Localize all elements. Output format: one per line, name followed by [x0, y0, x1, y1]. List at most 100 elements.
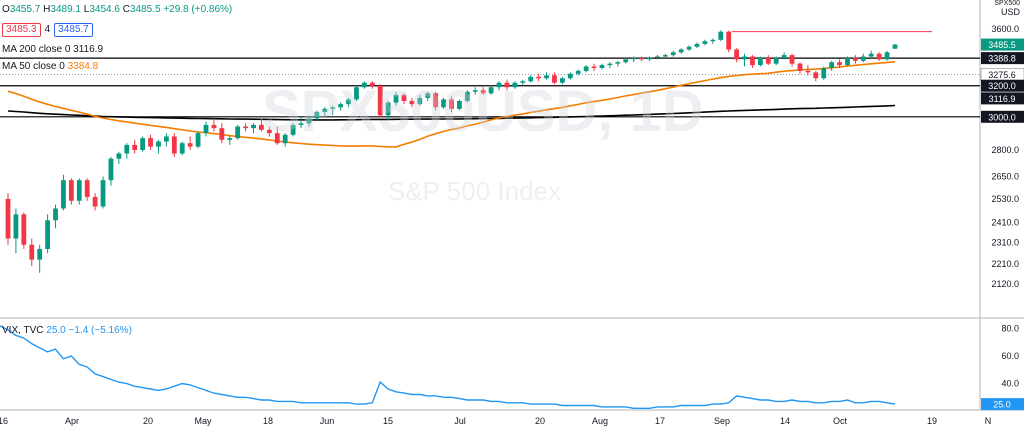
candle[interactable]	[29, 238, 35, 267]
candle[interactable]	[187, 136, 193, 151]
candle[interactable]	[615, 60, 621, 67]
candle[interactable]	[623, 57, 629, 64]
candle[interactable]	[314, 110, 320, 121]
candle[interactable]	[211, 118, 217, 132]
candle[interactable]	[441, 97, 446, 109]
candle[interactable]	[884, 50, 890, 61]
candle[interactable]	[243, 123, 248, 132]
candle[interactable]	[385, 101, 391, 121]
candle[interactable]	[377, 84, 383, 117]
candle[interactable]	[694, 42, 700, 49]
candle[interactable]	[528, 75, 534, 83]
candle[interactable]	[132, 139, 138, 154]
candle[interactable]	[140, 136, 146, 152]
candle[interactable]	[37, 244, 43, 273]
candle[interactable]	[393, 91, 399, 106]
candle[interactable]	[512, 81, 518, 89]
candle[interactable]	[235, 124, 241, 140]
candle[interactable]	[5, 193, 11, 245]
candle[interactable]	[433, 91, 439, 111]
candle[interactable]	[599, 63, 605, 70]
candle[interactable]	[464, 90, 470, 103]
candle[interactable]	[148, 134, 153, 151]
candle[interactable]	[108, 156, 114, 186]
candle[interactable]	[805, 65, 811, 76]
candle[interactable]	[76, 178, 82, 205]
candle[interactable]	[639, 56, 644, 61]
candle[interactable]	[266, 126, 272, 137]
candle[interactable]	[306, 116, 312, 127]
candle[interactable]	[68, 178, 74, 205]
candle[interactable]	[449, 96, 454, 113]
candle[interactable]	[845, 56, 850, 67]
candle[interactable]	[670, 50, 676, 57]
candle[interactable]	[702, 39, 708, 46]
candle[interactable]	[662, 53, 668, 58]
ma50-line[interactable]	[7, 60, 896, 148]
candle[interactable]	[425, 91, 431, 102]
candle[interactable]	[369, 81, 375, 89]
candle[interactable]	[496, 81, 502, 91]
candle[interactable]	[409, 97, 415, 108]
candle[interactable]	[781, 52, 787, 60]
candle[interactable]	[346, 97, 351, 108]
candle[interactable]	[536, 73, 542, 82]
candle[interactable]	[13, 208, 19, 254]
candle[interactable]	[853, 55, 858, 64]
candle[interactable]	[472, 87, 478, 95]
candle[interactable]	[330, 105, 336, 116]
candle[interactable]	[338, 102, 344, 111]
candle[interactable]	[607, 62, 613, 68]
candle[interactable]	[718, 30, 724, 42]
candle[interactable]	[829, 60, 835, 71]
candle[interactable]	[559, 76, 565, 85]
candle[interactable]	[583, 65, 589, 73]
candle[interactable]	[457, 99, 462, 111]
ma200-legend[interactable]: MA 200 close 0 3116.9	[2, 44, 103, 55]
candle[interactable]	[544, 72, 549, 80]
candle[interactable]	[552, 72, 557, 85]
candle[interactable]	[742, 53, 747, 67]
candle[interactable]	[575, 69, 581, 76]
candle[interactable]	[417, 94, 423, 106]
candle[interactable]	[488, 85, 494, 95]
candle[interactable]	[860, 53, 866, 63]
candle[interactable]	[171, 133, 177, 157]
candle[interactable]	[61, 174, 66, 211]
candle[interactable]	[45, 214, 50, 254]
candle[interactable]	[251, 123, 256, 134]
candle[interactable]	[92, 193, 98, 211]
candle[interactable]	[765, 55, 771, 66]
candle[interactable]	[100, 176, 106, 209]
candle[interactable]	[591, 63, 597, 71]
candle[interactable]	[163, 133, 169, 147]
candle[interactable]	[282, 133, 288, 147]
candle[interactable]	[156, 139, 161, 154]
candle[interactable]	[195, 131, 201, 149]
candle[interactable]	[876, 52, 882, 61]
candle[interactable]	[227, 136, 233, 145]
candle[interactable]	[179, 141, 185, 156]
candle[interactable]	[84, 178, 90, 201]
candle[interactable]	[868, 50, 874, 60]
candle[interactable]	[504, 79, 510, 91]
candle[interactable]	[354, 85, 359, 102]
ma200-line[interactable]	[7, 104, 896, 121]
candle[interactable]	[647, 56, 652, 61]
candle[interactable]	[789, 53, 795, 67]
candle[interactable]	[259, 118, 264, 132]
time-axis[interactable]: 16 Apr 20 May 18 Jun 15 Jul 20 Aug 17 Sep 14 Oct 19 N	[0, 416, 991, 426]
ask-button[interactable]: 3485.7	[54, 23, 93, 37]
candle[interactable]	[757, 56, 763, 67]
candle[interactable]	[892, 44, 898, 49]
candle[interactable]	[274, 126, 280, 145]
candle[interactable]	[361, 81, 367, 89]
vix-line[interactable]	[0, 325, 896, 409]
candle[interactable]	[773, 56, 779, 66]
candle[interactable]	[116, 151, 122, 164]
candle[interactable]	[401, 93, 407, 105]
candle[interactable]	[655, 55, 660, 60]
candle[interactable]	[837, 59, 842, 68]
candle[interactable]	[298, 116, 304, 129]
